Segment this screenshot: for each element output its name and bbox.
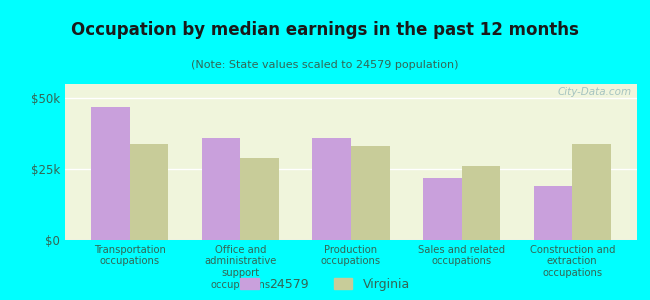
Legend: 24579, Virginia: 24579, Virginia (240, 278, 410, 291)
Bar (240, 158, 279, 240)
Bar (534, 186, 572, 240)
Text: Occupation by median earnings in the past 12 months: Occupation by median earnings in the pas… (71, 21, 579, 39)
Bar (462, 166, 501, 240)
Bar (423, 178, 462, 240)
Text: City-Data.com: City-Data.com (557, 87, 631, 97)
Bar (130, 144, 168, 240)
Bar (312, 138, 351, 240)
Text: (Note: State values scaled to 24579 population): (Note: State values scaled to 24579 popu… (191, 60, 459, 70)
Bar (202, 138, 240, 240)
Bar (91, 107, 130, 240)
Bar (351, 146, 390, 240)
Bar (572, 144, 611, 240)
